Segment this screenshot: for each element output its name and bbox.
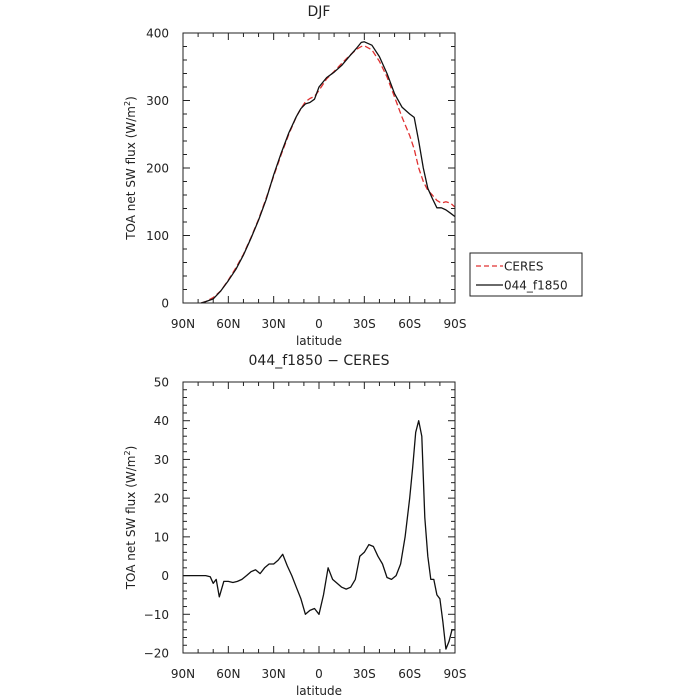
x-tick-label: 30N: [262, 667, 286, 681]
legend-label-model: 044_f1850: [504, 279, 568, 293]
x-axis-label: latitude: [296, 684, 342, 698]
y-tick-label: 50: [154, 376, 169, 390]
x-tick-label: 90S: [444, 667, 467, 681]
y-tick-label: 30: [154, 453, 169, 467]
plot-frame: [182, 32, 456, 304]
y-tick-label: −20: [144, 647, 169, 661]
series-line-difference: [183, 420, 455, 650]
y-axis-label: TOA net SW flux (W/m2): [123, 96, 138, 241]
y-tick-label: 100: [146, 229, 169, 243]
x-tick-label: 60S: [398, 317, 421, 331]
x-tick-label: 90S: [444, 317, 467, 331]
chart-title: DJF: [308, 4, 331, 20]
x-axis-label: latitude: [296, 334, 342, 348]
x-tick-label: 60N: [216, 317, 240, 331]
x-tick-labels: 90N 60N 30N 0 30S 60S 90S: [171, 317, 467, 331]
y-tick-label: 0: [161, 569, 169, 583]
x-tick-label: 60N: [216, 667, 240, 681]
y-tick-label: 0: [161, 297, 169, 311]
y-axis-label-main: TOA net SW flux (W/m: [124, 456, 138, 591]
tick-marks: [182, 32, 456, 304]
y-axis-label-superscript: 2: [123, 101, 132, 106]
y-tick-label: 300: [146, 94, 169, 108]
y-tick-label: 40: [154, 414, 169, 428]
legend-label-ceres: CERES: [504, 260, 544, 274]
y-axis-label-superscript: 2: [123, 450, 132, 455]
y-tick-label: −10: [144, 608, 169, 622]
panel-top-djf: DJF 90N 60N 30N 0 30S 60S 90S 0 100 200 300 400 la…: [123, 4, 466, 348]
y-tick-labels: 0 100 200 300 400: [146, 27, 169, 311]
chart-title-difference: 044_f1850 − CERES: [249, 353, 390, 369]
series-lines: [183, 420, 455, 650]
x-tick-label: 90N: [171, 667, 195, 681]
x-tick-label: 90N: [171, 317, 195, 331]
x-tick-label: 30S: [353, 317, 376, 331]
series-line-044-f1850: [200, 41, 456, 304]
panel-bottom-difference: 044_f1850 − CERES 90N 60N 30N 0 30S 60S 90S −2…: [123, 353, 466, 698]
x-tick-label: 0: [315, 667, 323, 681]
x-tick-label: 60S: [398, 667, 421, 681]
y-tick-label: 400: [146, 27, 169, 41]
x-tick-labels: 90N 60N 30N 0 30S 60S 90S: [171, 667, 467, 681]
y-tick-labels: −20 −10 0 10 20 30 40 50: [144, 376, 169, 661]
x-tick-label: 30S: [353, 667, 376, 681]
y-axis-label-end: ): [124, 96, 138, 101]
y-tick-label: 10: [154, 530, 169, 544]
x-tick-label: 30N: [262, 317, 286, 331]
plot-frame: [182, 381, 456, 654]
legend-box: [469, 252, 583, 297]
x-tick-label: 0: [315, 317, 323, 331]
legend: CERES 044_f1850: [469, 252, 583, 297]
y-tick-label: 200: [146, 162, 169, 176]
y-axis-label-end: ): [124, 446, 138, 451]
y-tick-label: 20: [154, 492, 169, 506]
y-axis-label: TOA net SW flux (W/m2): [123, 446, 138, 591]
series-lines: [200, 41, 456, 304]
y-axis-label-main: TOA net SW flux (W/m: [124, 106, 138, 241]
